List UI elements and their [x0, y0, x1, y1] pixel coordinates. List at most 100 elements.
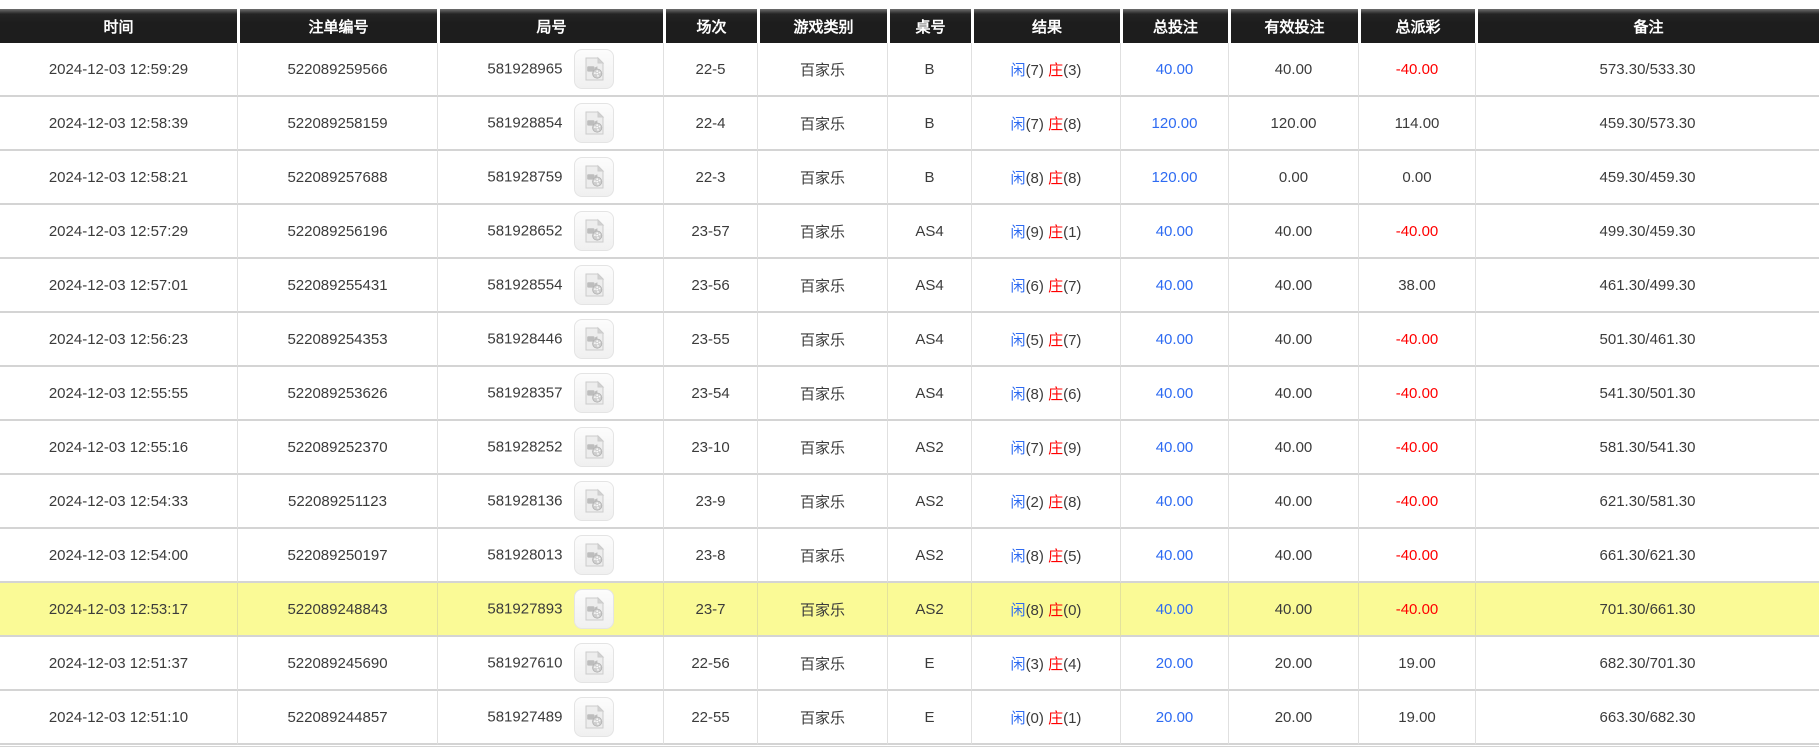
cell-remark: 461.30/499.30: [1475, 259, 1819, 313]
result-banker-score: (8): [1063, 115, 1082, 133]
cell-total-bet: 40.00: [1120, 205, 1228, 259]
result-player-label: 闲: [1010, 331, 1026, 349]
cell-session: 23-57: [663, 205, 757, 259]
result-banker-score: (4): [1063, 655, 1082, 673]
cell-time: 2024-12-03 12:58:21: [0, 151, 237, 205]
result-banker-label: 庄: [1048, 115, 1064, 133]
result-player-score: (6): [1025, 277, 1044, 295]
video-replay-button[interactable]: [573, 211, 614, 251]
video-replay-icon: [585, 272, 604, 297]
table-row[interactable]: 2024-12-03 12:55:55 522089253626 581928357…: [0, 367, 1819, 421]
cell-bet-id: 522089253626: [237, 367, 437, 421]
table-row[interactable]: 2024-12-03 12:54:00 522089250197 581928013…: [0, 529, 1819, 583]
col-header-round-no: 局号: [437, 9, 663, 43]
video-replay-button[interactable]: [573, 103, 614, 143]
table-row[interactable]: 2024-12-03 12:53:17 522089248843 581927893…: [0, 583, 1819, 637]
cell-total-bet: 120.00: [1120, 151, 1228, 205]
cell-time: 2024-12-03 12:59:29: [0, 43, 237, 97]
round-no-text: 581928136: [487, 492, 563, 510]
cell-game-type: 百家乐: [757, 637, 887, 691]
result-player-label: 闲: [1010, 169, 1026, 187]
cell-valid-bet: 40.00: [1228, 529, 1358, 583]
result-player-label: 闲: [1010, 601, 1026, 619]
video-replay-button[interactable]: [573, 481, 614, 521]
result-banker-score: (1): [1063, 223, 1082, 241]
cell-remark: 573.30/533.30: [1475, 43, 1819, 97]
cell-result: 闲(8) 庄(8): [971, 151, 1120, 205]
table-row[interactable]: 2024-12-03 12:56:23 522089254353 581928446…: [0, 313, 1819, 367]
cell-time: 2024-12-03 12:58:39: [0, 97, 237, 151]
video-replay-button[interactable]: [573, 535, 614, 575]
cell-round-no: 581927489: [437, 691, 663, 745]
cell-game-type: 百家乐: [757, 313, 887, 367]
table-row[interactable]: 2024-12-03 12:57:01 522089255431 581928554…: [0, 259, 1819, 313]
table-row[interactable]: 2024-12-03 12:57:29 522089256196 581928652…: [0, 205, 1819, 259]
cell-valid-bet: 120.00: [1228, 97, 1358, 151]
cell-session: 22-55: [663, 691, 757, 745]
video-replay-button[interactable]: [573, 319, 614, 359]
cell-time: 2024-12-03 12:51:37: [0, 637, 237, 691]
cell-total-payout: 0.00: [1358, 151, 1475, 205]
video-replay-button[interactable]: [573, 49, 614, 89]
cell-game-type: 百家乐: [757, 583, 887, 637]
video-replay-button[interactable]: [573, 697, 614, 737]
result-banker-score: (5): [1063, 547, 1082, 565]
table-row[interactable]: 2024-12-03 12:54:33 522089251123 581928136…: [0, 475, 1819, 529]
result-banker-score: (1): [1063, 709, 1082, 727]
result-player-label: 闲: [1010, 61, 1026, 79]
video-replay-icon: [585, 704, 604, 729]
video-replay-button[interactable]: [573, 589, 614, 629]
table-row[interactable]: 2024-12-03 12:51:37 522089245690 581927610…: [0, 637, 1819, 691]
table-row[interactable]: 2024-12-03 12:58:21 522089257688 581928759…: [0, 151, 1819, 205]
cell-valid-bet: 20.00: [1228, 637, 1358, 691]
cell-table-no: AS4: [887, 313, 971, 367]
video-replay-icon: [585, 434, 604, 459]
result-banker-score: (8): [1063, 169, 1082, 187]
round-no-text: 581928013: [487, 546, 563, 564]
result-player-label: 闲: [1010, 115, 1026, 133]
cell-time: 2024-12-03 12:55:16: [0, 421, 237, 475]
cell-game-type: 百家乐: [757, 151, 887, 205]
col-header-total-bet: 总投注: [1120, 9, 1228, 43]
cell-result: 闲(7) 庄(3): [971, 43, 1120, 97]
cell-time: 2024-12-03 12:57:01: [0, 259, 237, 313]
video-replay-button[interactable]: [573, 157, 614, 197]
cell-table-no: AS4: [887, 259, 971, 313]
result-banker-label: 庄: [1048, 61, 1064, 79]
video-replay-button[interactable]: [573, 265, 614, 305]
result-banker-label: 庄: [1048, 277, 1064, 295]
video-replay-button[interactable]: [573, 373, 614, 413]
cell-time: 2024-12-03 12:53:17: [0, 583, 237, 637]
video-replay-button[interactable]: [573, 643, 614, 683]
col-header-result: 结果: [971, 9, 1120, 43]
table-body: 2024-12-03 12:59:29 522089259566 581928965…: [0, 43, 1819, 745]
result-banker-label: 庄: [1048, 601, 1064, 619]
cell-round-no: 581928554: [437, 259, 663, 313]
cell-total-bet: 20.00: [1120, 691, 1228, 745]
video-replay-icon: [585, 218, 604, 243]
cell-round-no: 581928252: [437, 421, 663, 475]
table-row[interactable]: 2024-12-03 12:58:39 522089258159 581928854…: [0, 97, 1819, 151]
table-row[interactable]: 2024-12-03 12:59:29 522089259566 581928965…: [0, 43, 1819, 97]
cell-round-no: 581928013: [437, 529, 663, 583]
col-header-total-payout: 总派彩: [1358, 9, 1475, 43]
col-header-valid-bet: 有效投注: [1228, 9, 1358, 43]
result-player-score: (7): [1025, 439, 1044, 457]
table-row[interactable]: 2024-12-03 12:51:10 522089244857 581927489…: [0, 691, 1819, 745]
result-banker-label: 庄: [1048, 547, 1064, 565]
cell-round-no: 581928357: [437, 367, 663, 421]
cell-game-type: 百家乐: [757, 259, 887, 313]
table-row[interactable]: 2024-12-03 12:55:16 522089252370 581928252…: [0, 421, 1819, 475]
cell-table-no: E: [887, 637, 971, 691]
round-no-text: 581928357: [487, 384, 563, 402]
cell-total-payout: -40.00: [1358, 313, 1475, 367]
cell-valid-bet: 40.00: [1228, 421, 1358, 475]
cell-result: 闲(2) 庄(8): [971, 475, 1120, 529]
round-no-text: 581928854: [487, 114, 563, 132]
cell-time: 2024-12-03 12:55:55: [0, 367, 237, 421]
cell-table-no: AS2: [887, 583, 971, 637]
result-player-score: (8): [1025, 385, 1044, 403]
result-banker-label: 庄: [1048, 709, 1064, 727]
video-replay-button[interactable]: [573, 427, 614, 467]
